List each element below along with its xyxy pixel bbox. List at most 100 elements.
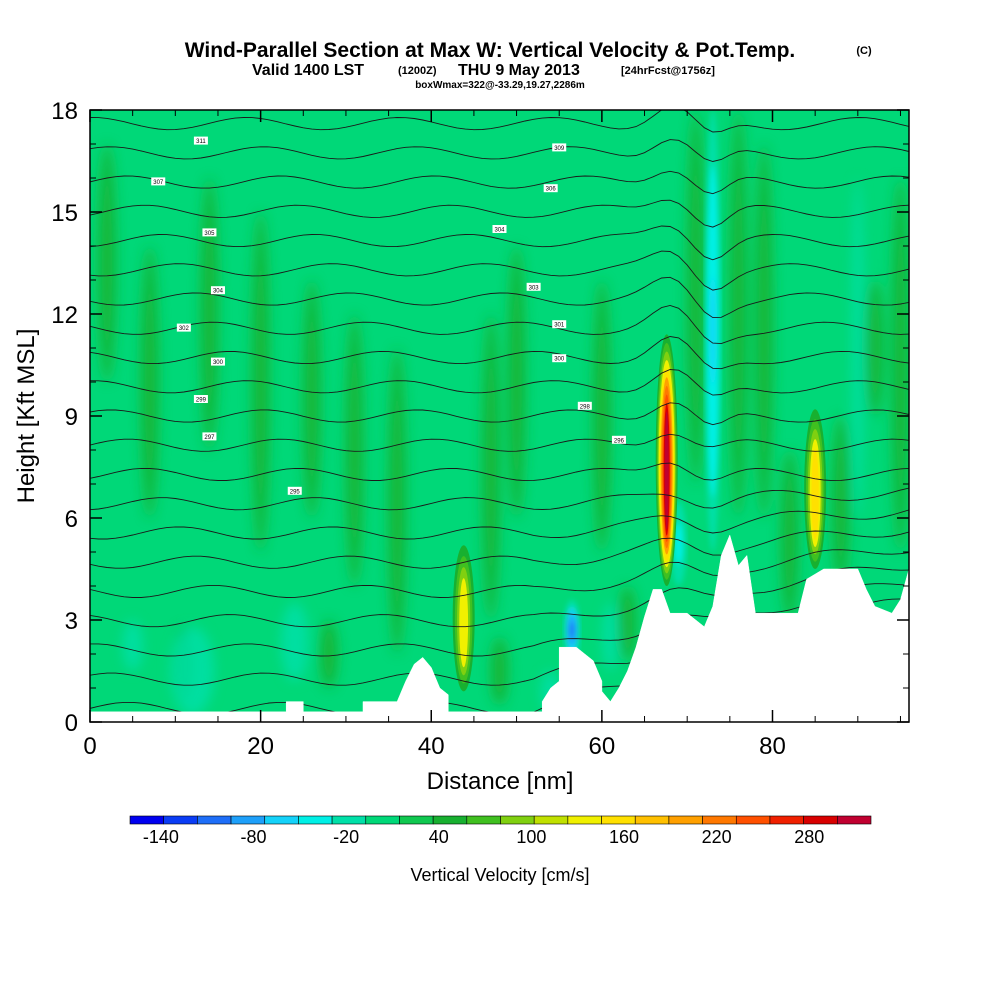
contour-label-box [552, 320, 567, 329]
contour-label-box [176, 323, 191, 332]
colorbar-swatch [365, 815, 400, 825]
contour-label-box [287, 486, 302, 495]
axes: 0 20 40 60 80 0 3 6 9 12 15 18 [51, 98, 909, 760]
weak-ascent-streak [592, 280, 611, 552]
downdraft-contour [569, 622, 575, 638]
theta-line [90, 509, 909, 540]
colorbar-swatch [197, 815, 232, 825]
colorbar-swatch [837, 815, 872, 825]
downdraft-contour [710, 275, 716, 387]
updraft-core [452, 545, 475, 692]
contour-label-box [552, 354, 567, 363]
forecast-info: [24hrFcst@1756z] [621, 65, 715, 77]
contour-label-box [210, 286, 225, 295]
colorbar-tick-label: -140 [143, 827, 179, 847]
weak-ascent-streak [831, 416, 850, 586]
weak-descent-patch [280, 603, 309, 682]
colorbar-swatch [230, 815, 266, 825]
terrain [90, 534, 909, 722]
theta-line [90, 250, 909, 291]
colorbar-swatch [803, 815, 838, 825]
updraft-core [804, 409, 827, 569]
weak-ascent-streak [388, 348, 407, 654]
weak-ascent-streak [98, 144, 117, 382]
y-tick-label: 15 [51, 200, 78, 227]
weak-ascent-streak [481, 314, 500, 620]
contour-label: 299 [196, 398, 207, 404]
contour-label-box [552, 143, 567, 152]
y-tick-label: 3 [65, 608, 78, 635]
x-tick-label: 60 [589, 733, 616, 760]
contour-label: 300 [554, 357, 565, 363]
contour-label: 303 [529, 285, 540, 291]
x-axis-label: Distance [nm] [427, 768, 574, 795]
colorbar-swatch [533, 815, 569, 825]
y-tick-label: 12 [51, 302, 78, 329]
terrain-profile [90, 534, 909, 722]
y-tick-label: 6 [65, 506, 78, 533]
colorbar-swatch [735, 815, 771, 825]
theta-line [90, 305, 909, 345]
updraft-core [655, 334, 678, 586]
colorbar-swatch [500, 815, 535, 825]
theta-line [90, 487, 909, 511]
weak-descent-patch [122, 620, 143, 671]
colorbar-tick-label: -80 [240, 827, 266, 847]
colorbar-swatch [634, 815, 670, 825]
downdraft-contour [676, 532, 682, 555]
weak-descent-patch [602, 603, 619, 671]
theta-line [90, 139, 909, 162]
contour-label-box [193, 395, 208, 403]
colorbar-label: Vertical Velocity [cm/s] [410, 865, 589, 885]
contour-label-box [202, 432, 217, 441]
colorbar: -140 -80 -20 40 100 160 220 280 [129, 815, 872, 847]
colorbar-swatch [331, 815, 367, 825]
x-tick-label: 80 [759, 733, 786, 760]
weak-ascent-streak [865, 280, 884, 416]
theta-line [90, 462, 909, 482]
y-tick-label: 0 [65, 710, 78, 737]
colorbar-tick-label: 220 [702, 827, 732, 847]
contour-label: 297 [204, 435, 215, 441]
weak-ascent-streak [345, 314, 364, 586]
field-texture [98, 110, 909, 716]
colorbar-swatch [769, 815, 804, 825]
theta-line [90, 336, 909, 370]
colorbar-swatch [163, 815, 198, 825]
weak-ascent-streak [686, 110, 705, 484]
theta-line [90, 549, 909, 598]
weak-ascent-streak [754, 144, 773, 518]
contour-label-box [151, 177, 166, 186]
theta-line [90, 170, 909, 195]
contour-label-box [193, 136, 208, 145]
contour-label: 298 [580, 404, 591, 410]
contour-label: 302 [179, 326, 190, 332]
colorbar-swatch [432, 815, 468, 825]
contour-label-box [492, 225, 507, 233]
weak-ascent-streak [507, 246, 526, 518]
theta-line [90, 402, 909, 426]
y-axis-label: Height [Kft MSL] [13, 329, 40, 504]
weak-ascent-streak [891, 178, 909, 552]
y-tick-label: 18 [51, 98, 78, 125]
box-max-info: boxWmax=322@-33.29,19.27,2286m [415, 80, 585, 91]
contour-label: 307 [153, 180, 164, 186]
colorbar-tick-label: -20 [333, 827, 359, 847]
contour-label: 309 [554, 146, 565, 152]
velocity-field [90, 110, 909, 722]
theta-line [90, 583, 909, 657]
theta-line [90, 433, 909, 452]
y-tick-label: 9 [65, 404, 78, 431]
contour-label: 305 [204, 231, 215, 237]
contour-label: 311 [196, 139, 206, 145]
theta-line [90, 530, 909, 569]
contour-label: 300 [213, 360, 224, 366]
weak-ascent-streak [140, 246, 159, 518]
contour-label-box [577, 401, 592, 410]
weak-descent-patch [851, 178, 864, 518]
colorbar-swatch [129, 815, 164, 825]
x-tick-label: 20 [247, 733, 274, 760]
colorbar-swatch [264, 815, 299, 825]
theta-line [90, 566, 909, 628]
